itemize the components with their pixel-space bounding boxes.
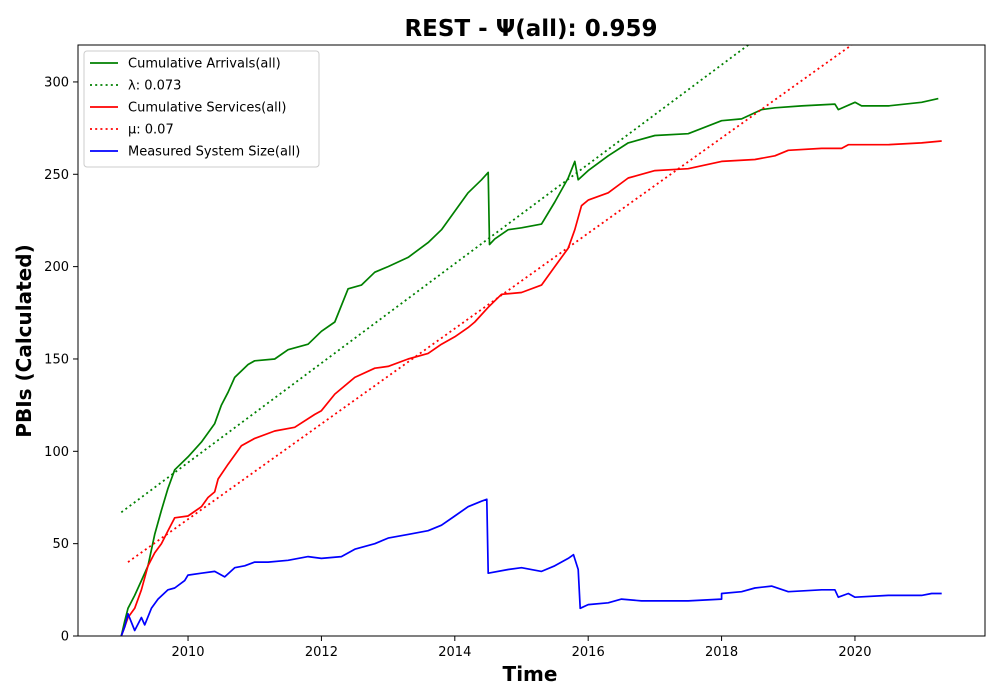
x-tick-label-5: 2018 — [705, 645, 738, 660]
x-axis-title: Time — [503, 662, 558, 686]
y-tick-label-7: 300 — [44, 75, 69, 90]
series-group — [120, 45, 942, 636]
legend-label-3: Cumulative Services(all) — [128, 101, 286, 116]
x-tick-label-1: 2010 — [171, 645, 204, 660]
series-line-3 — [120, 140, 942, 636]
x-tick-label-2: 2012 — [305, 645, 338, 660]
legend: Cumulative Arrivals(all) λ: 0.073 Cumulati… — [83, 50, 320, 168]
series-line-2 — [120, 45, 749, 514]
y-tick-label-4: 150 — [44, 352, 69, 367]
legend-box — [83, 50, 320, 168]
legend-label-2: λ: 0.073 — [128, 79, 181, 94]
x-tick-label-4: 2016 — [572, 645, 605, 660]
y-tick-label-1: 0 — [61, 630, 69, 645]
y-axis-title: PBIs (Calculated) — [12, 244, 36, 437]
legend-label-1: Cumulative Arrivals(all) — [128, 57, 281, 72]
plot-area: 2010 2012 2014 2016 2018 2020 0 50 100 150 200 250 3… — [44, 44, 986, 660]
x-tick-label-3: 2014 — [438, 645, 471, 660]
y-tick-label-5: 200 — [44, 260, 69, 275]
chart-title: REST - Ψ(all): 0.959 — [404, 16, 657, 42]
y-tick-label-2: 50 — [52, 537, 69, 552]
legend-label-5: Measured System Size(all) — [128, 145, 300, 160]
series-line-5 — [120, 498, 942, 636]
y-tick-label-3: 100 — [44, 445, 69, 460]
series-line-1 — [120, 97, 939, 636]
x-tick-label-6: 2020 — [838, 645, 871, 660]
y-tick-label-6: 250 — [44, 168, 69, 183]
plot-frame — [77, 44, 986, 637]
legend-label-4: μ: 0.07 — [128, 123, 174, 138]
